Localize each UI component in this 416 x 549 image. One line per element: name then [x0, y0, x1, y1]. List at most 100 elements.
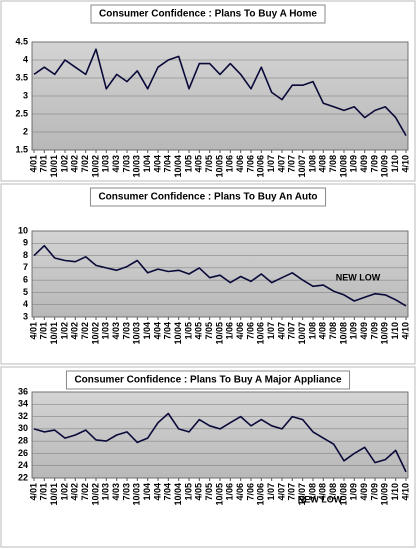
x-tick-label: 4/01 [28, 155, 38, 173]
x-tick-label: 1/07 [266, 322, 276, 340]
x-tick-label: 1/05 [183, 155, 193, 173]
x-tick-label: 10/03 [132, 483, 142, 506]
x-tick-label: 4/08 [318, 483, 328, 501]
y-tick-label: 26 [18, 448, 28, 458]
y-tick-label: 9 [23, 238, 28, 248]
y-tick-label: 7 [23, 262, 28, 272]
title-box [65, 370, 351, 390]
x-tick-label: 4/07 [276, 483, 286, 501]
x-tick-label: 10/09 [380, 155, 390, 178]
x-tick-label: 1/05 [183, 483, 193, 501]
x-tick-label: 10/07 [297, 155, 307, 178]
x-tick-label: 7/09 [369, 322, 379, 340]
x-tick-label: 1/03 [101, 155, 111, 173]
x-tick-label: 10/01 [49, 483, 59, 506]
x-tick-label: 7/09 [369, 483, 379, 501]
x-tick-label: 4/02 [70, 483, 80, 501]
x-tick-label: 10/05 [214, 483, 224, 506]
x-tick-label: 1/04 [142, 322, 152, 340]
y-tick-label: 24 [18, 460, 28, 470]
y-tick-label: 8 [23, 250, 28, 260]
x-tick-label: 1/10 [390, 483, 400, 501]
y-tick-label: 32 [18, 411, 28, 421]
x-tick-label: 10/09 [380, 322, 390, 345]
x-tick-label: 7/02 [80, 322, 90, 340]
x-tick-label: 7/08 [328, 155, 338, 173]
x-tick-label: 7/04 [163, 483, 173, 501]
x-tick-label: 7/05 [204, 155, 214, 173]
x-tick-label: 1/10 [390, 322, 400, 340]
x-tick-label: 1/08 [307, 322, 317, 340]
x-tick-label: 7/06 [245, 155, 255, 173]
y-tick-label: 30 [18, 423, 28, 433]
x-tick-label: 7/01 [39, 322, 49, 340]
y-tick-label: 4.5 [15, 36, 28, 46]
y-tick-label: 34 [18, 399, 28, 409]
x-tick-label: 4/02 [70, 322, 80, 340]
x-tick-label: 1/09 [349, 155, 359, 173]
y-tick-label: 2 [23, 126, 28, 136]
y-tick-label: 6 [23, 275, 28, 285]
x-tick-label: 4/08 [318, 322, 328, 340]
y-tick-label: 36 [18, 386, 28, 396]
x-tick-label: 7/08 [328, 322, 338, 340]
x-tick-label: 10/04 [173, 155, 183, 178]
x-tick-label: 4/09 [359, 155, 369, 173]
chart-title: Consumer Confidence : Plans To Buy An Au… [98, 192, 317, 203]
x-tick-label: 4/04 [152, 155, 162, 173]
x-tick-label: 7/07 [287, 322, 297, 340]
x-tick-label: 1/08 [307, 155, 317, 173]
x-tick-label: 4/10 [400, 483, 410, 501]
x-tick-label: 7/05 [204, 322, 214, 340]
annotation: NEW LOW [336, 272, 381, 282]
x-tick-label: 4/02 [70, 155, 80, 173]
y-tick-label: 22 [18, 472, 28, 482]
x-tick-label: 7/03 [121, 322, 131, 340]
x-tick-label: 4/08 [318, 155, 328, 173]
x-tick-label: 1/02 [59, 322, 69, 340]
y-tick-label: 10 [18, 225, 28, 235]
x-tick-label: 1/02 [59, 483, 69, 501]
x-tick-label: 1/08 [307, 483, 317, 501]
x-tick-label: 10/08 [338, 483, 348, 506]
data-line [33, 48, 407, 136]
x-tick-label: 4/03 [111, 155, 121, 173]
x-tick-label: 10/04 [173, 322, 183, 345]
chart-title: Consumer Confidence : Plans To Buy A Hom… [99, 9, 317, 20]
x-tick-label: 4/05 [194, 155, 204, 173]
x-tick-label: 4/03 [111, 322, 121, 340]
x-tick-label: 10/07 [297, 483, 307, 506]
x-tick-label: 1/03 [101, 322, 111, 340]
x-tick-label: 7/05 [204, 483, 214, 501]
x-tick-label: 4/03 [111, 483, 121, 501]
x-tick-label: 10/06 [256, 483, 266, 506]
x-tick-label: 1/04 [142, 155, 152, 173]
x-tick-label: 10/02 [90, 155, 100, 178]
annotation: NEW LOW [298, 494, 343, 504]
x-tick-label: 4/10 [400, 155, 410, 173]
x-tick-label: 7/03 [121, 483, 131, 501]
x-tick-label: 10/04 [173, 483, 183, 506]
x-tick-label: 7/01 [39, 483, 49, 501]
x-tick-label: 10/05 [214, 155, 224, 178]
x-tick-label: 10/03 [132, 155, 142, 178]
x-tick-label: 7/07 [287, 155, 297, 173]
x-tick-label: 4/01 [28, 322, 38, 340]
x-tick-label: 1/09 [349, 483, 359, 501]
x-tick-label: 4/04 [152, 322, 162, 340]
x-tick-label: 7/06 [245, 483, 255, 501]
y-tick-label: 5 [23, 287, 28, 297]
x-tick-label: 1/06 [225, 483, 235, 501]
x-tick-label: 1/04 [142, 483, 152, 501]
x-tick-label: 1/06 [225, 322, 235, 340]
title-box [90, 4, 326, 24]
x-tick-label: 1/05 [183, 322, 193, 340]
chart-title: Consumer Confidence : Plans To Buy A Maj… [74, 375, 342, 386]
x-tick-label: 10/03 [132, 322, 142, 345]
x-tick-label: 4/10 [400, 322, 410, 340]
x-tick-label: 4/04 [152, 483, 162, 501]
x-tick-label: 7/06 [245, 322, 255, 340]
x-tick-label: 7/04 [163, 322, 173, 340]
x-tick-label: 1/03 [101, 483, 111, 501]
